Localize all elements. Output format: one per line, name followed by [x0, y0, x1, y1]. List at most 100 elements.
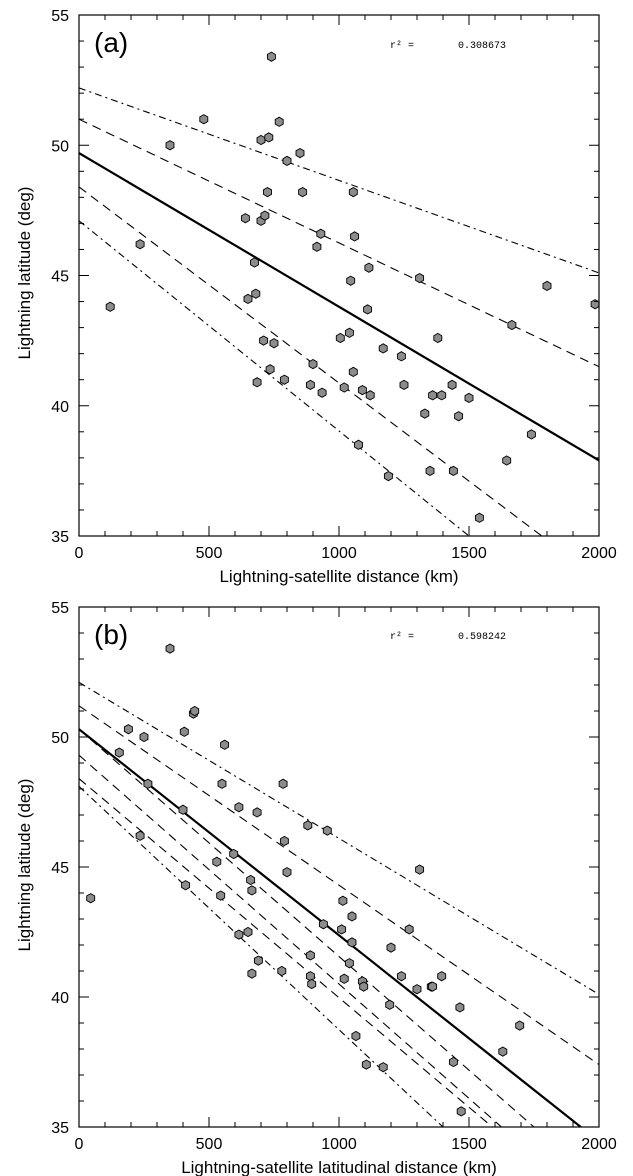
- data-point-a: [318, 388, 326, 397]
- data-point-a: [253, 378, 261, 387]
- data-point-b: [278, 966, 286, 975]
- data-point-a: [306, 380, 314, 389]
- data-point-b: [348, 938, 356, 947]
- data-point-b: [323, 826, 331, 835]
- data-point-a: [438, 391, 446, 400]
- data-point-b: [253, 808, 261, 817]
- data-point-a: [384, 472, 392, 481]
- data-point-b: [379, 1063, 387, 1072]
- data-point-b: [304, 821, 312, 830]
- data-point-b: [449, 1057, 457, 1066]
- data-point-b: [235, 803, 243, 812]
- chart-panel-b: 0 500 1000 1500 20003540455055 (b) r² = 0.59…: [15, 600, 617, 1176]
- data-point-a: [252, 289, 260, 298]
- data-point-b: [166, 644, 174, 653]
- data-point-a: [349, 188, 357, 197]
- data-point-b: [235, 930, 243, 939]
- data-point-a: [416, 274, 424, 283]
- data-point-a: [106, 302, 114, 311]
- dashdot-line-b-5: [79, 682, 599, 994]
- data-point-a: [345, 328, 353, 337]
- data-point-a: [347, 276, 355, 285]
- y-tick-label-a: 35: [51, 529, 69, 546]
- data-point-b: [438, 972, 446, 981]
- y-tick-label-b: 55: [51, 600, 69, 617]
- data-point-b: [283, 868, 291, 877]
- data-point-b: [140, 732, 148, 741]
- y-tick-label-b: 40: [51, 990, 69, 1007]
- data-point-a: [400, 380, 408, 389]
- data-point-a: [503, 456, 511, 465]
- y-tick-label-b: 35: [51, 1120, 69, 1137]
- data-point-a: [264, 188, 272, 197]
- x-tick-label-b: 2000: [581, 1136, 617, 1153]
- x-tick-label-a: 500: [196, 545, 223, 562]
- data-point-a: [434, 333, 442, 342]
- x-tick-label-a: 1500: [451, 545, 487, 562]
- data-point-b: [136, 831, 144, 840]
- data-point-a: [260, 336, 268, 345]
- y-tick-label-a: 55: [51, 8, 69, 25]
- dashed-line-a-1: [79, 119, 599, 366]
- data-point-b: [244, 927, 252, 936]
- r-squared-value-b: 0.598242: [458, 632, 506, 643]
- dashed-line-b-2: [79, 729, 534, 1127]
- data-point-a: [241, 214, 249, 223]
- x-axis-label-a: Lightning-satellite distance (km): [219, 567, 458, 586]
- data-point-a: [543, 281, 551, 290]
- data-point-b: [230, 849, 238, 858]
- data-point-b: [386, 1000, 394, 1009]
- dashed-line-b-4: [79, 779, 492, 1127]
- data-point-a: [379, 344, 387, 353]
- data-point-b: [280, 836, 288, 845]
- axes-b: 0 500 1000 1500 20003540455055: [51, 600, 617, 1153]
- data-point-b: [144, 779, 152, 788]
- data-point-b: [405, 925, 413, 934]
- data-point-b: [516, 1021, 524, 1030]
- x-axis-label-b: Lightning-satellite latitudinal distance…: [181, 1158, 497, 1176]
- data-point-b: [338, 925, 346, 934]
- y-axis-label-b: Lightning latitude (deg): [15, 779, 34, 952]
- y-tick-label-a: 40: [51, 399, 69, 416]
- data-point-b: [308, 979, 316, 988]
- data-point-b: [218, 779, 226, 788]
- data-point-b: [387, 943, 395, 952]
- data-point-a: [397, 352, 405, 361]
- data-point-a: [296, 149, 304, 158]
- data-point-a: [313, 242, 321, 251]
- data-point-a: [508, 320, 516, 329]
- r-squared-label-a: r² =: [390, 41, 414, 52]
- r-squared-value-a: 0.308673: [458, 41, 506, 52]
- data-point-a: [299, 188, 307, 197]
- x-tick-label-b: 1000: [321, 1136, 357, 1153]
- data-point-a: [267, 52, 275, 61]
- y-tick-label-a: 45: [51, 269, 69, 286]
- x-tick-label-b: 1500: [451, 1136, 487, 1153]
- data-point-a: [364, 305, 372, 314]
- data-point-a: [166, 141, 174, 150]
- chart-panel-a: 0 500 1000 1500 2000 35 40 45 50 55 (a) r² = 0.30…: [15, 8, 617, 586]
- data-point-b: [306, 972, 314, 981]
- data-point-b: [348, 912, 356, 921]
- data-point-b: [339, 896, 347, 905]
- data-point-a: [355, 440, 363, 449]
- r-squared-annotation-b: r² = 0.598242: [390, 632, 506, 643]
- fit-lines-a: [79, 88, 599, 536]
- fit-lines-b: [79, 682, 599, 1127]
- data-point-b: [87, 894, 95, 903]
- data-point-b: [217, 891, 225, 900]
- data-point-a: [265, 133, 273, 142]
- data-point-b: [457, 1107, 465, 1116]
- data-point-b: [340, 974, 348, 983]
- data-point-a: [283, 156, 291, 165]
- regression-line-a-0: [79, 153, 599, 460]
- data-point-b: [182, 881, 190, 890]
- data-point-a: [421, 409, 429, 418]
- data-point-b: [319, 920, 327, 929]
- plot-frame-b: [79, 607, 599, 1127]
- data-point-b: [247, 875, 255, 884]
- data-point-a: [449, 466, 457, 475]
- data-point-b: [306, 951, 314, 960]
- data-point-a: [366, 391, 374, 400]
- data-point-b: [345, 959, 353, 968]
